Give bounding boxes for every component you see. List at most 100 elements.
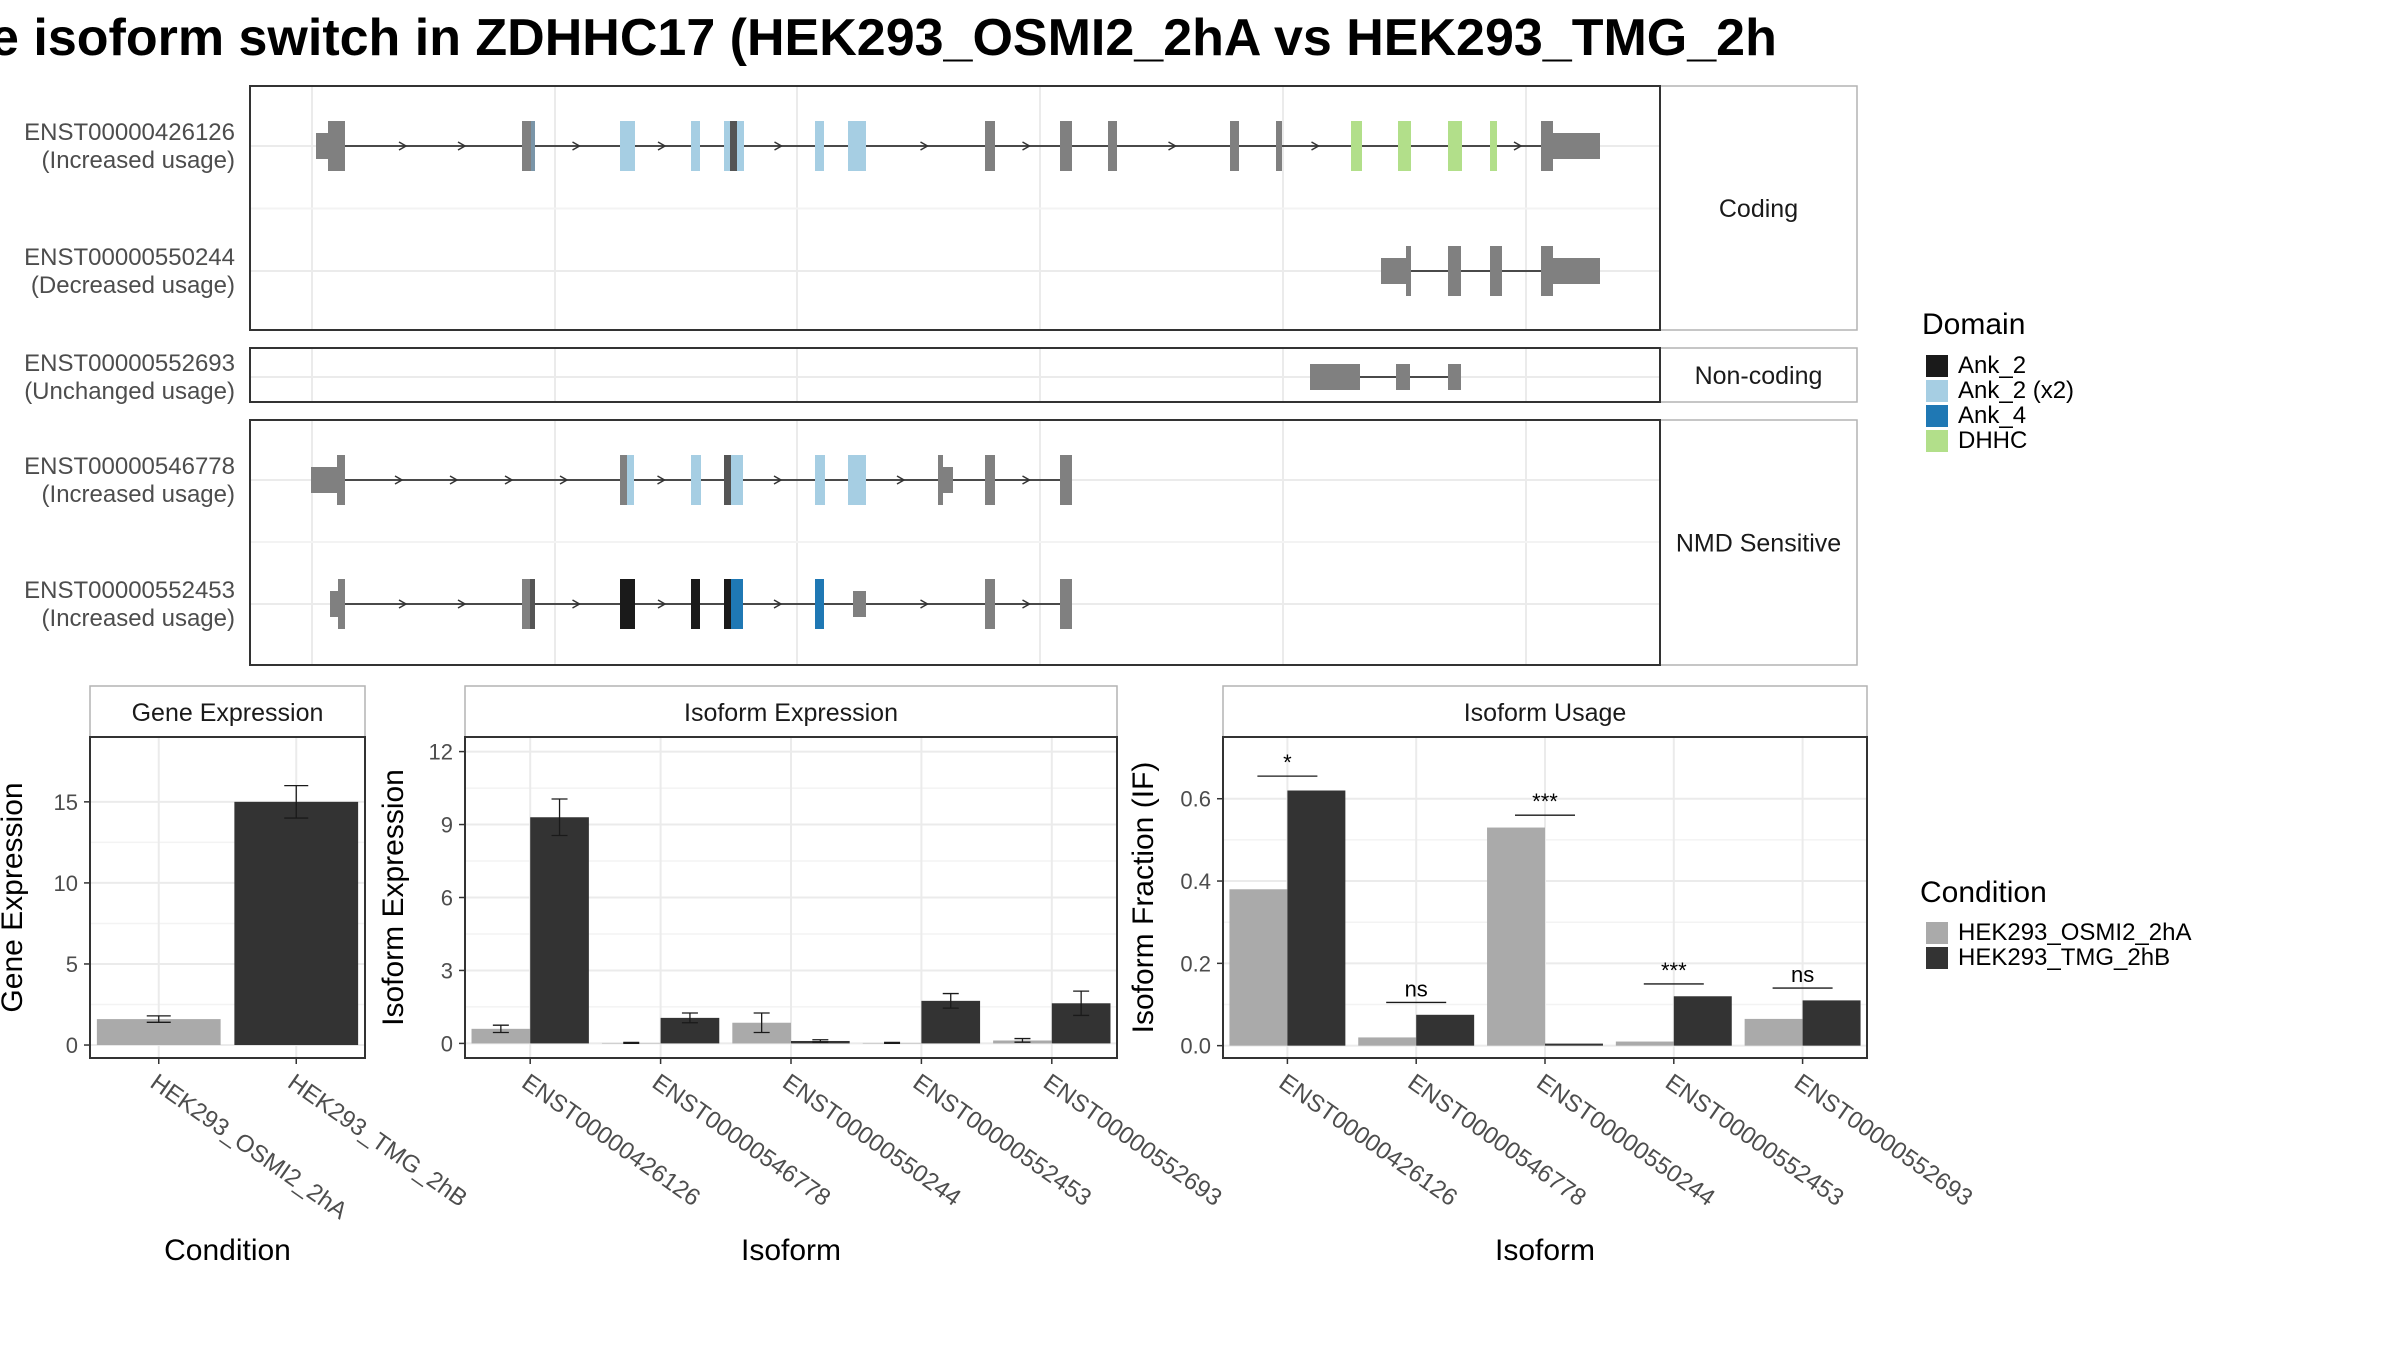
bar xyxy=(1287,790,1346,1046)
exon xyxy=(1448,121,1462,171)
intron-direction-arrow xyxy=(920,599,930,609)
y-tick-label: 0.0 xyxy=(1180,1034,1211,1059)
intron-direction-arrow xyxy=(774,141,784,151)
intron-direction-arrow xyxy=(457,141,467,151)
y-tick-label: 0.4 xyxy=(1180,869,1211,894)
y-tick-label: 9 xyxy=(441,813,453,838)
exon xyxy=(731,455,743,505)
significance-label: ns xyxy=(1791,962,1814,987)
exon xyxy=(531,121,535,171)
structure-panel-border xyxy=(249,419,1661,666)
exon xyxy=(1541,121,1553,171)
exon xyxy=(1406,246,1411,296)
intron-direction-arrow xyxy=(773,475,783,485)
exon xyxy=(848,121,866,171)
exon xyxy=(620,121,635,171)
exon xyxy=(1448,246,1461,296)
exon xyxy=(1060,579,1072,629)
x-axis-title: Condition xyxy=(164,1234,291,1267)
exon xyxy=(815,121,824,171)
exon xyxy=(943,467,953,493)
bar xyxy=(1673,996,1732,1046)
y-tick-label: 5 xyxy=(66,952,78,977)
transcript-id-label: ENST00000426126 xyxy=(24,119,235,146)
bar xyxy=(1744,1018,1803,1046)
chart-title: Gene Expression xyxy=(132,699,324,727)
structure-panel-border xyxy=(249,85,1661,331)
exon xyxy=(311,467,337,493)
domain-legend-label: Ank_4 xyxy=(1958,402,2026,429)
exon xyxy=(620,455,627,505)
y-tick-label: 0.6 xyxy=(1180,787,1211,812)
domain-legend-swatch xyxy=(1926,405,1948,427)
exon xyxy=(731,579,743,629)
exon xyxy=(730,121,737,171)
exon xyxy=(1381,258,1406,284)
exon xyxy=(1108,121,1117,171)
chart-strip xyxy=(89,685,366,738)
intron-direction-arrow xyxy=(449,475,459,485)
domain-legend-title: Domain xyxy=(1922,308,2025,341)
exon xyxy=(1060,121,1072,171)
bar xyxy=(234,801,359,1046)
facet-strip xyxy=(1659,419,1858,666)
exon xyxy=(1490,121,1497,171)
y-tick-label: 6 xyxy=(441,886,453,911)
transcript-status-label: (Increased usage) xyxy=(42,605,235,632)
y-axis-title: Isoform Fraction (IF) xyxy=(1127,762,1160,1034)
domain-legend-swatch xyxy=(1926,380,1948,402)
transcript-status-label: (Decreased usage) xyxy=(31,272,235,299)
transcript-id-label: ENST00000552453 xyxy=(24,577,235,604)
condition-legend-label: HEK293_OSMI2_2hA xyxy=(1958,919,2191,946)
y-axis-title: Gene Expression xyxy=(0,782,29,1012)
bar xyxy=(1229,889,1288,1046)
exon xyxy=(691,579,700,629)
chart-title: Isoform Usage xyxy=(1464,699,1627,727)
exon xyxy=(1396,364,1410,390)
intron-direction-arrow xyxy=(657,141,667,151)
facet-strip-label: NMD Sensitive xyxy=(1676,530,1841,558)
significance-label: ns xyxy=(1405,976,1428,1001)
x-axis-title: Isoform xyxy=(741,1234,841,1267)
exon xyxy=(620,579,635,629)
exon xyxy=(1060,455,1072,505)
bar xyxy=(1615,1041,1674,1046)
intron-direction-arrow xyxy=(773,599,783,609)
intron-direction-arrow xyxy=(394,475,404,485)
exon xyxy=(1541,246,1553,296)
exon xyxy=(530,579,535,629)
exon xyxy=(1310,364,1360,390)
exon xyxy=(316,133,328,159)
exon xyxy=(815,579,824,629)
bar xyxy=(1358,1037,1417,1046)
bar xyxy=(1416,1014,1475,1046)
transcript-id-label: ENST00000550244 xyxy=(24,244,235,271)
exon xyxy=(691,121,700,171)
intron-direction-arrow xyxy=(896,475,906,485)
exon xyxy=(985,579,995,629)
exon xyxy=(1490,246,1502,296)
exon xyxy=(338,579,345,629)
structure-panel-background xyxy=(250,348,1660,402)
intron-direction-arrow xyxy=(657,599,667,609)
significance-label: *** xyxy=(1661,958,1687,983)
exon xyxy=(724,121,730,171)
y-tick-label: 0 xyxy=(441,1031,453,1056)
exon xyxy=(337,455,345,505)
exon xyxy=(938,455,943,505)
intron-direction-arrow xyxy=(1168,141,1178,151)
chart-panel-border xyxy=(89,736,366,1059)
exon xyxy=(724,455,731,505)
domain-legend-swatch xyxy=(1926,430,1948,452)
y-tick-label: 0 xyxy=(66,1033,78,1058)
chart-title: Isoform Expression xyxy=(684,699,898,727)
intron-direction-arrow xyxy=(1022,475,1032,485)
facet-strip xyxy=(1659,347,1858,403)
exon xyxy=(1230,121,1239,171)
exon xyxy=(1276,121,1282,171)
exon xyxy=(1351,121,1362,171)
